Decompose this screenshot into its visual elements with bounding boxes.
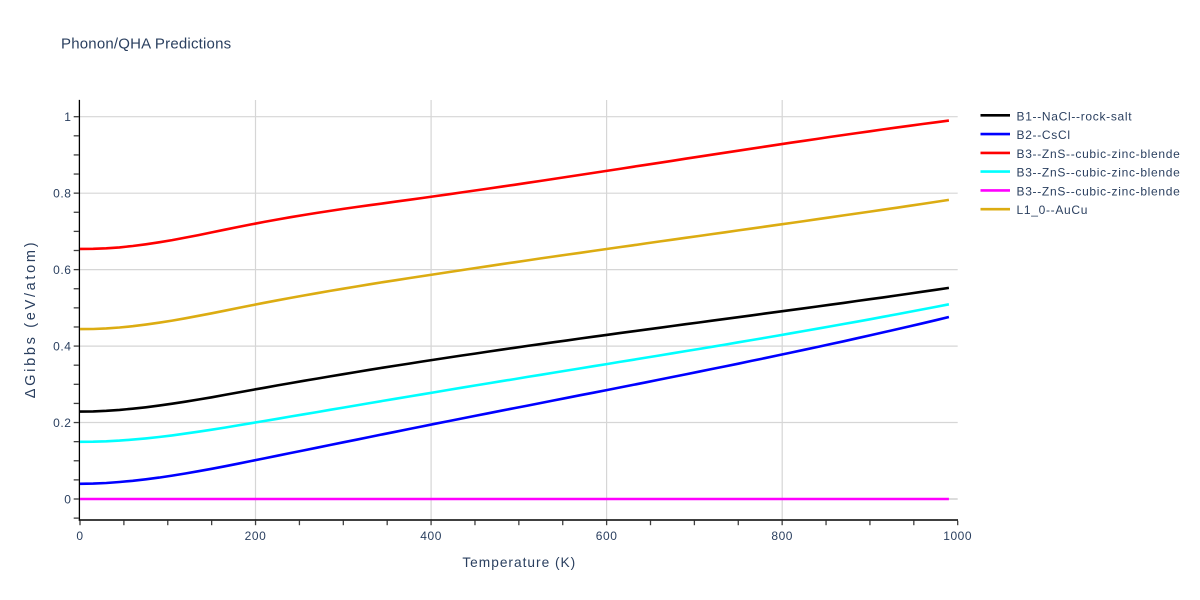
svg-text:0: 0 (76, 529, 83, 543)
svg-text:Phonon/QHA Predictions: Phonon/QHA Predictions (61, 36, 231, 53)
svg-text:200: 200 (245, 529, 267, 543)
svg-text:B2--CsCl: B2--CsCl (1017, 128, 1071, 142)
svg-text:B1--NaCl--rock-salt: B1--NaCl--rock-salt (1017, 109, 1133, 123)
svg-text:0.2: 0.2 (53, 416, 71, 430)
svg-text:B3--ZnS--cubic-zinc-blende: B3--ZnS--cubic-zinc-blende (1017, 147, 1181, 161)
svg-text:L1_0--AuCu: L1_0--AuCu (1017, 203, 1089, 217)
svg-text:800: 800 (771, 529, 793, 543)
svg-text:1: 1 (64, 110, 71, 124)
svg-text:600: 600 (596, 529, 618, 543)
svg-text:0.6: 0.6 (53, 263, 71, 277)
svg-text:400: 400 (420, 529, 442, 543)
svg-text:Temperature (K): Temperature (K) (462, 555, 576, 570)
svg-text:0: 0 (64, 492, 71, 506)
svg-text:ΔGibbs (eV/atom): ΔGibbs (eV/atom) (23, 240, 39, 398)
svg-text:B3--ZnS--cubic-zinc-blende: B3--ZnS--cubic-zinc-blende (1017, 184, 1181, 198)
svg-text:B3--ZnS--cubic-zinc-blende: B3--ZnS--cubic-zinc-blende (1017, 166, 1181, 180)
svg-text:1000: 1000 (943, 529, 972, 543)
svg-text:0.4: 0.4 (53, 339, 71, 353)
svg-text:0.8: 0.8 (53, 187, 71, 201)
